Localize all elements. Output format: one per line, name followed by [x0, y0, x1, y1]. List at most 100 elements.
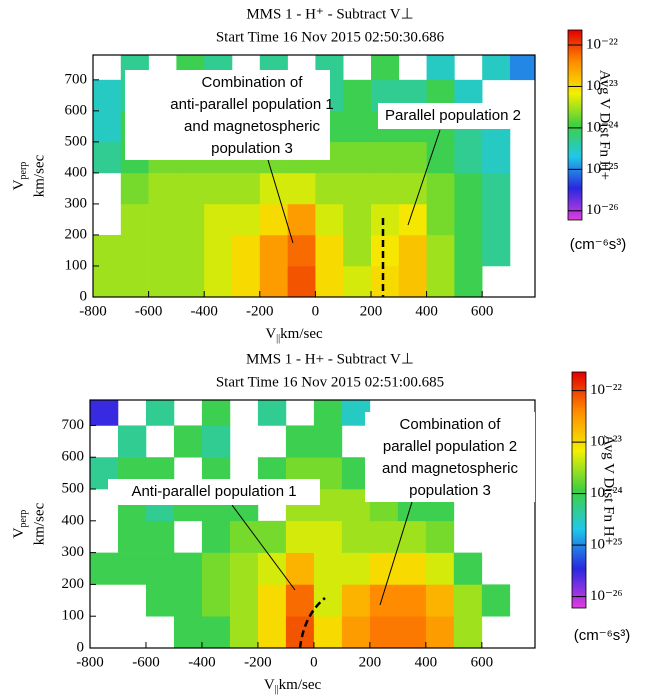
- heatmap-cell: [201, 425, 231, 458]
- colorbar-tick-label: 10⁻²²: [590, 382, 622, 398]
- heatmap-cell: [315, 203, 344, 236]
- heatmap-cell: [482, 141, 511, 174]
- y-axis-unit: km/sec: [31, 502, 47, 545]
- heatmap-cell: [313, 616, 343, 648]
- annotation-pointer: [231, 504, 296, 591]
- x-tick-label: -200: [246, 303, 274, 319]
- y-tick-label: 600: [65, 102, 88, 118]
- plot-frame: [92, 54, 536, 298]
- heatmap-cell: [201, 584, 231, 617]
- heatmap-cell: [204, 203, 233, 236]
- y-tick-label: 200: [62, 576, 85, 592]
- x-axis-symbol: V: [264, 677, 275, 693]
- heatmap-cell: [425, 552, 455, 585]
- heatmap-cell: [176, 172, 205, 205]
- heatmap-cell: [313, 400, 343, 426]
- heatmap-cell: [370, 55, 400, 81]
- heatmap-cell: [148, 265, 177, 297]
- x-tick-label: -200: [244, 654, 272, 670]
- heatmap-cell: [93, 110, 122, 143]
- y-tick-label: 500: [62, 480, 85, 496]
- y-axis-unit: km/sec: [31, 154, 47, 197]
- heatmap-cell: [259, 265, 288, 297]
- y-axis-symbol: V: [11, 179, 27, 190]
- heatmap-cell: [93, 141, 122, 174]
- x-tick-label: -800: [79, 303, 107, 319]
- heatmap-cell: [257, 616, 287, 648]
- dashed-boundary: [298, 597, 326, 649]
- heatmap-cell: [454, 265, 483, 297]
- heatmap-cell: [369, 552, 399, 585]
- colorbar: [567, 29, 583, 221]
- heatmap-cell: [425, 520, 455, 553]
- heatmap-cell: [201, 520, 231, 553]
- x-axis-sub: ||: [275, 684, 279, 695]
- heatmap-cell: [117, 552, 147, 585]
- heatmap-cell: [398, 172, 427, 205]
- heatmap-cell: [313, 584, 343, 617]
- x-tick-label: -800: [76, 654, 104, 670]
- y-axis-sub: perp: [18, 510, 29, 528]
- heatmap-cell: [229, 584, 259, 617]
- heatmap-cell: [173, 425, 203, 458]
- colorbar-tick-label: 10⁻²²: [586, 36, 618, 52]
- heatmap-cell: [454, 141, 483, 174]
- panel: MMS 1 - H+ - Subtract V⊥ Start Time 16 No…: [11, 351, 630, 695]
- heatmap-cell: [370, 265, 400, 297]
- heatmap-cell: [231, 172, 261, 205]
- x-tick-label: -600: [132, 654, 160, 670]
- heatmap-cell: [426, 265, 455, 297]
- heatmap-cell: [176, 265, 205, 297]
- heatmap-cell: [398, 234, 427, 267]
- heatmap-cell: [145, 552, 175, 585]
- heatmap-cell: [341, 584, 371, 617]
- heatmap-cell: [454, 172, 483, 205]
- heatmap-cell: [259, 203, 288, 236]
- heatmap-cell: [453, 616, 483, 648]
- heatmap-cell: [257, 520, 287, 553]
- y-tick-label: 700: [65, 71, 88, 87]
- heatmap-cell: [176, 203, 205, 236]
- heatmap-cell: [397, 584, 427, 617]
- annotation-box: [378, 103, 528, 129]
- heatmap-cell: [93, 265, 122, 297]
- heatmap-cell: [315, 234, 344, 267]
- x-tick-label: 0: [312, 303, 320, 319]
- heatmap-cell: [231, 203, 261, 236]
- y-tick-label: 0: [77, 639, 85, 655]
- y-tick-label: 500: [65, 133, 88, 149]
- heatmap-cell: [148, 234, 177, 267]
- heatmap-cell: [397, 616, 427, 648]
- heatmap-cell: [343, 110, 372, 143]
- heatmap-cell: [145, 584, 175, 617]
- heatmap-cell: [285, 552, 315, 585]
- heatmap-cell: [229, 520, 259, 553]
- heatmap-cell: [453, 552, 483, 585]
- heatmap-cell: [482, 55, 511, 81]
- colorbar-tick-label: 10⁻²⁶: [590, 588, 623, 604]
- heatmap-cell: [343, 141, 372, 174]
- heatmap-cell: [425, 616, 455, 648]
- heatmap-cell: [426, 172, 455, 205]
- heatmap-cell: [120, 265, 149, 297]
- heatmap-cell: [343, 172, 372, 205]
- heatmap-cell: [370, 141, 400, 174]
- y-tick-label: 600: [62, 449, 85, 465]
- heatmap-cell: [343, 79, 372, 112]
- plot-frame: [89, 399, 536, 649]
- heatmap-cell: [148, 203, 177, 236]
- colorbar-tick-label: 10⁻²⁴: [590, 485, 623, 501]
- y-tick-label: 100: [62, 608, 85, 624]
- heatmap-cell: [313, 520, 343, 553]
- heatmap-cell: [120, 172, 149, 205]
- heatmap-cell: [93, 79, 122, 112]
- annotation-pointer: [379, 501, 413, 606]
- heatmap-cell: [398, 265, 427, 297]
- colorbar-tick-label: 10⁻²⁴: [586, 119, 619, 135]
- heatmap-cell: [370, 172, 400, 205]
- heatmap-cell: [90, 552, 119, 585]
- heatmap-cell: [369, 520, 399, 553]
- annotation-text: anti-parallel population 1: [170, 96, 333, 113]
- heatmap-cell: [287, 203, 316, 236]
- x-axis-unit: km/sec: [280, 326, 323, 342]
